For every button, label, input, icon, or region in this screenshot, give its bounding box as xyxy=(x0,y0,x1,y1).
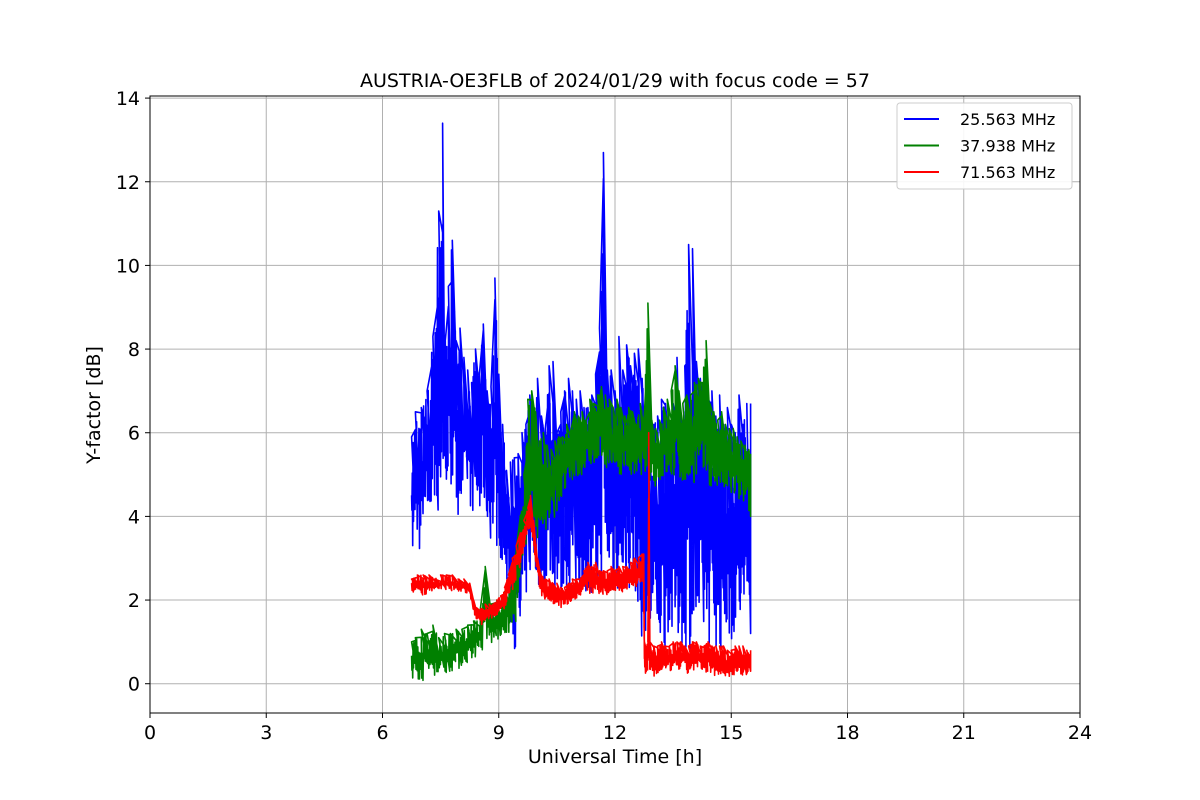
x-tick-label: 0 xyxy=(144,722,156,744)
y-tick-label: 8 xyxy=(128,339,140,361)
series-line-1 xyxy=(410,122,752,653)
y-tick-label: 0 xyxy=(128,674,140,696)
x-tick-label: 15 xyxy=(719,722,743,744)
y-tick-label: 6 xyxy=(128,423,140,445)
legend-label-2: 37.938 MHz xyxy=(960,137,1055,156)
series-line-3 xyxy=(410,431,752,678)
y-tick-label: 14 xyxy=(116,88,140,110)
x-tick-label: 24 xyxy=(1068,722,1092,744)
x-tick-label: 6 xyxy=(376,722,388,744)
y-axis-label: Y-factor [dB] xyxy=(83,346,105,465)
legend: 25.563 MHz 37.938 MHz 71.563 MHz xyxy=(896,102,1073,190)
y-tick-label: 10 xyxy=(116,255,140,277)
x-axis-label: Universal Time [h] xyxy=(528,746,702,768)
legend-box xyxy=(896,102,1073,190)
chart-title: AUSTRIA-OE3FLB of 2024/01/29 with focus … xyxy=(360,70,870,92)
x-tick-label: 9 xyxy=(493,722,505,744)
y-tick-label: 2 xyxy=(128,590,140,612)
legend-label-3: 71.563 MHz xyxy=(960,163,1055,182)
legend-label-1: 25.563 MHz xyxy=(960,110,1055,129)
y-tick-label: 4 xyxy=(128,506,140,528)
series-layer xyxy=(410,122,752,682)
x-tick-label: 18 xyxy=(835,722,859,744)
y-tick-label: 12 xyxy=(116,172,140,194)
x-tick-label: 3 xyxy=(260,722,272,744)
x-tick-label: 21 xyxy=(952,722,976,744)
x-tick-label: 12 xyxy=(603,722,627,744)
